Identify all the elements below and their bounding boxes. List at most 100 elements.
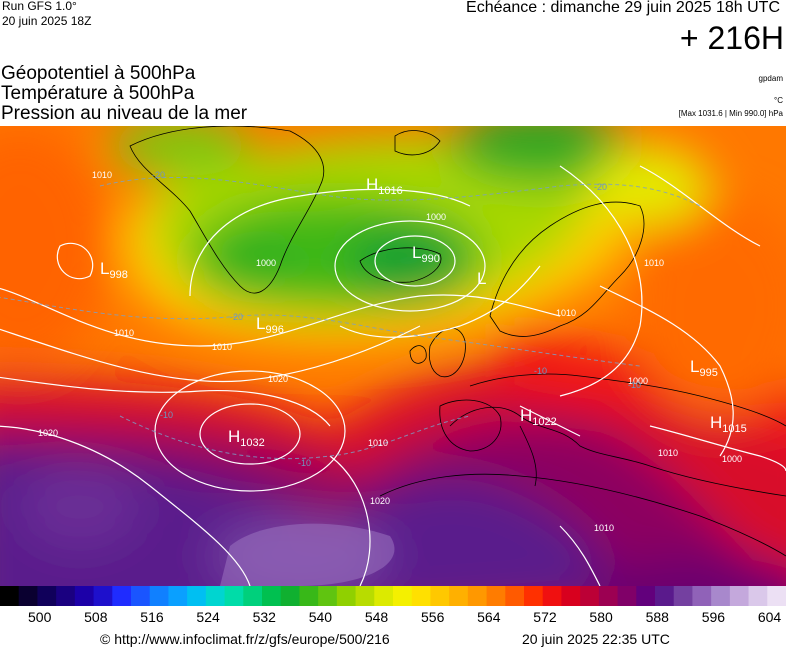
colorbar-swatch — [524, 586, 544, 606]
colorbar-tick-label: 580 — [589, 609, 613, 625]
isobar-value: 1010 — [92, 170, 112, 180]
source-url: © http://www.infoclimat.fr/z/gfs/europe/… — [100, 631, 390, 647]
colorbar-tick-label: 588 — [645, 609, 669, 625]
colorbar-ticks: 500 508 516 524 532 540 548 556 564 572 580 588 596 6… — [0, 610, 786, 626]
colorbar-swatch — [56, 586, 76, 606]
colorbar-swatch — [505, 586, 525, 606]
colorbar-swatch — [767, 586, 786, 606]
isobar-value: 1010 — [368, 438, 388, 448]
colorbar-swatch — [748, 586, 768, 606]
colorbar-tick-label: 516 — [140, 609, 164, 625]
isobar-value: 1000 — [628, 376, 648, 386]
temperature-value: -20 — [230, 312, 243, 322]
colorbar-tick-label: 500 — [28, 609, 52, 625]
run-label: Run GFS 1.0° — [2, 0, 77, 13]
colorbar-swatch — [243, 586, 263, 606]
colorbar-swatch — [449, 586, 469, 606]
colorbar-tick-label: 524 — [196, 609, 220, 625]
isobar-value: 1000 — [256, 258, 276, 268]
colorbar-swatch — [93, 586, 113, 606]
colorbar-tick-label: 540 — [308, 609, 333, 625]
isobar-labels: 1010 1000 1010 1010 1020 1020 1020 1010 1000 1010… — [38, 170, 742, 533]
colorbar-swatch — [542, 586, 563, 606]
colorbar-swatch — [598, 586, 619, 606]
colorbar-tick-label: 556 — [421, 609, 445, 625]
colorbar-swatch — [393, 586, 413, 606]
isobars — [0, 165, 786, 586]
colorbar — [0, 586, 786, 606]
isobar-value: 1010 — [658, 448, 678, 458]
colorbar-tick-label: 508 — [84, 609, 108, 625]
colorbar-swatch — [655, 586, 675, 606]
colorbar-swatch — [486, 586, 506, 606]
colorbar-swatch — [112, 586, 132, 606]
lead-time: + 216H — [679, 20, 784, 56]
colorbar-swatch — [636, 586, 656, 606]
colorbar-tick-label: 596 — [701, 609, 726, 625]
coastlines — [129, 126, 786, 557]
title-temperature: Température à 500hPa — [1, 83, 195, 104]
colorbar-swatch — [711, 586, 731, 606]
generated-time: 20 juin 2025 22:35 UTC — [522, 631, 670, 647]
colorbar-swatch — [299, 586, 319, 606]
geopotential-shading — [0, 126, 786, 586]
colorbar-swatch — [692, 586, 712, 606]
colorbar-swatch — [224, 586, 244, 606]
unit-geopotential: gpdam — [758, 74, 783, 83]
isobar-value: 1010 — [594, 523, 614, 533]
temperature-value: -20 — [152, 170, 165, 180]
valid-time: Echéance : dimanche 29 juin 2025 18h UTC — [466, 0, 780, 16]
temperature-value: -10 — [628, 380, 641, 390]
isobar-value: 1010 — [556, 308, 576, 318]
title-pressure: Pression au niveau de la mer — [1, 103, 248, 124]
run-date: 20 juin 2025 18Z — [2, 14, 92, 28]
colorbar-tick-label: 548 — [364, 609, 389, 625]
isobar-value: 1010 — [644, 258, 664, 268]
temperature-labels: -20 -20 -20 -10 -10 -10 -10 — [152, 170, 641, 468]
colorbar-swatch — [673, 586, 694, 606]
title-geopotential: Géopotentiel à 500hPa — [1, 63, 196, 84]
isobar-value: 1010 — [212, 342, 232, 352]
colorbar-swatch — [617, 586, 637, 606]
temperature-value: -10 — [298, 458, 311, 468]
colorbar-swatch — [262, 586, 282, 606]
colorbar-tick-label: 572 — [533, 609, 557, 625]
colorbar-swatch — [205, 586, 226, 606]
colorbar-swatch — [355, 586, 375, 606]
colorbar-tick-label: 564 — [477, 609, 501, 625]
isobar-value: 1020 — [38, 428, 58, 438]
isobar-value: 1020 — [370, 496, 390, 506]
colorbar-swatch — [280, 586, 301, 606]
temperature-contours — [0, 176, 701, 460]
colorbar-tick-label: 604 — [757, 609, 782, 625]
colorbar-swatch — [561, 586, 581, 606]
colorbar-swatch — [37, 586, 57, 606]
pressure-range: [Max 1031.6 | Min 990.0] hPa — [678, 109, 783, 118]
colorbar-swatch — [374, 586, 394, 606]
colorbar-swatch — [131, 586, 151, 606]
colorbar-swatch — [336, 586, 357, 606]
colorbar-tick-label: 532 — [252, 609, 276, 625]
unit-temperature: °C — [774, 96, 783, 105]
isobar-value: 1000 — [426, 212, 446, 222]
colorbar-swatch — [0, 586, 20, 606]
low-pressure-label: L — [477, 269, 486, 288]
colorbar-swatch — [318, 586, 338, 606]
colorbar-swatch — [149, 586, 170, 606]
colorbar-swatch — [18, 586, 39, 606]
isobar-value: 1020 — [268, 374, 288, 384]
temperature-value: -10 — [160, 410, 173, 420]
colorbar-swatch — [411, 586, 432, 606]
colorbar-swatch — [430, 586, 450, 606]
colorbar-swatch — [580, 586, 600, 606]
temperature-value: -10 — [534, 366, 547, 376]
isobar-value: 1010 — [114, 328, 134, 338]
colorbar-swatch — [168, 586, 188, 606]
colorbar-swatch — [74, 586, 95, 606]
colorbar-swatch — [729, 586, 750, 606]
colorbar-swatch — [467, 586, 488, 606]
colorbar-swatch — [187, 586, 207, 606]
isobar-value: 1000 — [722, 454, 742, 464]
temperature-value: -20 — [594, 182, 607, 192]
